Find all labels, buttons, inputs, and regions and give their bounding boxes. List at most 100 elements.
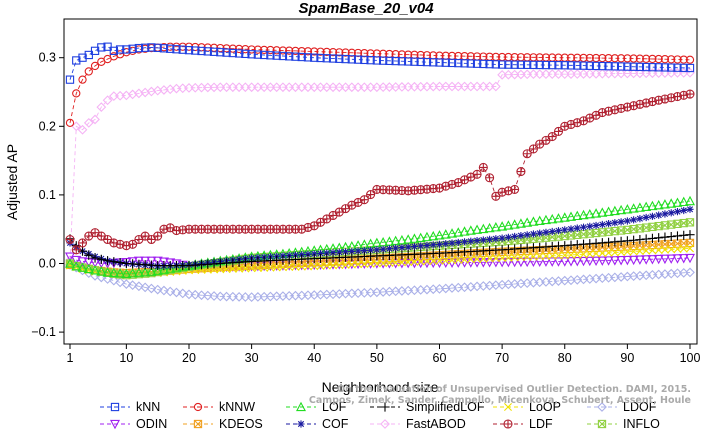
marker-lof (152, 265, 163, 275)
legend-marker-loop (504, 403, 512, 411)
marker-cof (448, 239, 456, 247)
x-tick-label: 80 (558, 351, 572, 365)
marker-knn (234, 49, 244, 58)
marker-loop (579, 250, 588, 259)
legend-item-inflo: INFLO (587, 417, 660, 431)
legend-label-ldof: LDOF (623, 400, 657, 414)
marker-fastabod (334, 82, 345, 93)
marker-loop (598, 249, 607, 258)
marker-lof (490, 222, 501, 232)
marker-knn (510, 60, 519, 69)
marker-lof (603, 206, 614, 216)
marker-knnw (291, 46, 300, 56)
marker-loop (516, 253, 525, 262)
marker-cof (680, 206, 688, 215)
marker-knn (642, 62, 651, 72)
marker-lof (484, 222, 495, 233)
marker-loop (429, 257, 438, 266)
marker-knn (78, 53, 87, 62)
marker-cof (367, 246, 375, 254)
marker-knn (447, 58, 457, 68)
marker-cof (617, 218, 625, 226)
plot-frame (63, 18, 698, 345)
marker-loop (617, 248, 626, 257)
x-axis-label: Neighborhood size (322, 379, 439, 395)
marker-loop (422, 257, 431, 266)
marker-ldof (209, 291, 219, 301)
marker-odin (659, 254, 670, 265)
marker-knn (259, 50, 269, 60)
marker-ldf (672, 91, 683, 102)
marker-fastabod (490, 81, 501, 92)
marker-fastabod (459, 81, 470, 92)
marker-odin (140, 256, 151, 267)
marker-simplifiedlof (629, 235, 639, 245)
marker-cof (435, 240, 444, 248)
legend-label-kdeos: KDEOS (219, 417, 263, 431)
marker-cof (335, 248, 343, 256)
marker-simplifiedlof (96, 254, 106, 264)
marker-knn (253, 50, 263, 59)
marker-cof (310, 250, 318, 258)
marker-cof (623, 217, 631, 225)
marker-cof (667, 209, 675, 217)
marker-lof (578, 209, 589, 220)
marker-lof (447, 228, 458, 238)
marker-lof (641, 201, 652, 211)
legend-marker-lof (295, 401, 307, 412)
marker-knnw (272, 46, 281, 55)
marker-knnw (297, 46, 306, 56)
marker-cof (354, 247, 362, 255)
marker-cof (642, 213, 650, 222)
marker-knnw (685, 55, 695, 64)
marker-cof (479, 236, 487, 244)
marker-inflo (685, 218, 695, 227)
marker-cof (636, 215, 644, 223)
marker-knn (291, 52, 300, 61)
legend-marker-simplifiedlof (380, 402, 390, 412)
marker-cof (648, 212, 657, 220)
marker-odin (616, 256, 627, 266)
marker-fastabod (221, 82, 232, 93)
marker-knn (134, 43, 144, 53)
legend-marker-ldof (597, 402, 607, 412)
marker-cof (360, 247, 368, 255)
y-tick-label: 0.3 (39, 51, 56, 65)
marker-odin (396, 259, 407, 269)
marker-knn (685, 63, 695, 73)
marker-knn (316, 53, 325, 63)
marker-knn (97, 43, 106, 52)
marker-loop (278, 263, 287, 272)
marker-lof (459, 226, 470, 236)
marker-cof (498, 234, 506, 242)
marker-fastabod (303, 82, 313, 93)
marker-knn (285, 52, 294, 61)
marker-fastabod (465, 81, 476, 92)
marker-simplifiedlof (115, 257, 125, 268)
marker-cof (554, 227, 563, 235)
marker-lof (127, 268, 138, 278)
legend-label-lof: LOF (322, 400, 347, 414)
legend-item-simplifiedlof: SimplifiedLOF (370, 400, 485, 414)
marker-simplifiedlof (660, 232, 670, 242)
marker-lof (64, 258, 76, 268)
marker-loop (554, 251, 563, 260)
marker-lof (622, 204, 633, 214)
marker-ldof (685, 267, 695, 278)
marker-odin (146, 256, 157, 267)
marker-knnw (667, 55, 676, 64)
marker-ldof (146, 283, 157, 294)
marker-fastabod (346, 82, 357, 93)
legend-label-knnw: kNNW (219, 400, 255, 414)
marker-loop (504, 253, 513, 262)
marker-knn (548, 60, 557, 70)
marker-knn (560, 61, 569, 70)
marker-fastabod (353, 82, 363, 93)
marker-knn (328, 54, 338, 63)
marker-cof (604, 220, 613, 228)
x-tick-label: 10 (119, 351, 133, 365)
marker-fastabod (315, 82, 326, 93)
marker-ldf (447, 179, 457, 189)
watermark-line-2: On the Evaluation of Unsupervised Outlie… (337, 384, 691, 395)
marker-knnw (278, 46, 288, 55)
